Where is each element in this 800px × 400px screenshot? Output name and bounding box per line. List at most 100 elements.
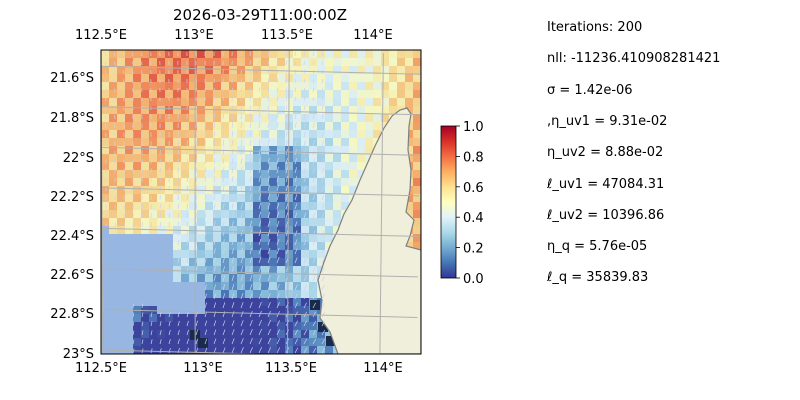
vector-arrow <box>168 312 171 318</box>
heatmap-cell <box>205 322 213 330</box>
heatmap-cell <box>357 130 365 138</box>
heatmap-cell <box>269 90 277 98</box>
heatmap-cell <box>333 162 341 170</box>
heatmap-cell <box>221 258 229 266</box>
heatmap-cell <box>309 338 317 346</box>
vector-arrow <box>231 130 234 138</box>
heatmap-cell <box>101 170 109 178</box>
heatmap-cell <box>157 314 165 322</box>
heatmap-cell <box>413 194 421 202</box>
vector-arrow <box>204 293 207 300</box>
heatmap-cell <box>197 58 205 66</box>
vector-arrow <box>294 221 298 228</box>
vector-arrow <box>177 176 179 183</box>
x-tick-label-top: 114°E <box>353 28 393 43</box>
heatmap-cell <box>261 186 269 194</box>
colorbar-tick-label: 0.8 <box>463 150 484 165</box>
heatmap-cell <box>141 122 149 130</box>
heatmap-cell <box>213 82 221 90</box>
parameter-line: ℓ_uv2 = 10396.86 <box>547 207 665 223</box>
heatmap-cell <box>205 274 213 282</box>
heatmap-cell <box>109 58 117 66</box>
vector-arrow <box>186 158 188 165</box>
heatmap-cell <box>317 74 325 82</box>
heatmap-cell <box>173 122 181 130</box>
vector-arrow <box>285 158 288 165</box>
heatmap-cell <box>341 122 349 130</box>
vector-arrow <box>267 60 269 66</box>
heatmap-cell <box>317 90 325 98</box>
heatmap-cell <box>245 330 253 338</box>
heatmap-cell <box>109 98 117 106</box>
heatmap-cell <box>389 82 397 90</box>
heatmap-cell <box>277 162 285 170</box>
heatmap-cell <box>213 346 221 354</box>
heatmap-cell <box>309 282 317 290</box>
heatmap-cell <box>389 90 397 98</box>
vector-arrow <box>204 239 207 246</box>
vector-arrow <box>321 230 325 237</box>
heatmap-cell <box>149 306 157 314</box>
heatmap-cell <box>141 210 149 218</box>
heatmap-cell <box>277 170 285 178</box>
vector-arrow <box>312 320 316 327</box>
heatmap-cell <box>245 250 253 258</box>
heatmap-cell <box>141 146 149 154</box>
vector-arrow <box>276 248 280 255</box>
vector-arrow <box>294 131 297 138</box>
vector-arrow <box>177 203 180 210</box>
heatmap-cell <box>229 58 237 66</box>
heatmap-cell <box>341 194 349 202</box>
vector-arrow <box>222 221 225 228</box>
heatmap-cell <box>157 82 165 90</box>
heatmap-cell <box>125 170 133 178</box>
vector-arrow <box>249 112 252 120</box>
heatmap-cell <box>165 82 173 90</box>
heatmap-cell <box>277 66 285 74</box>
heatmap-cell <box>341 74 349 82</box>
heatmap-cell <box>245 218 253 226</box>
heatmap-cell <box>149 202 157 210</box>
vector-arrow <box>213 212 216 219</box>
heatmap-cell <box>325 82 333 90</box>
heatmap-cell <box>365 82 373 90</box>
vector-arrow <box>321 284 325 291</box>
heatmap-cell <box>325 346 333 354</box>
heatmap-cell <box>413 202 421 210</box>
heatmap-cell <box>365 114 373 122</box>
vector-arrow <box>249 265 253 273</box>
vector-arrow <box>240 247 244 255</box>
heatmap-cell <box>381 106 389 114</box>
heatmap-cell <box>205 114 213 122</box>
heatmap-cell <box>333 210 341 218</box>
heatmap-cell <box>261 146 269 154</box>
heatmap-cell <box>181 66 189 74</box>
heatmap-cell <box>389 106 397 114</box>
heatmap-cell <box>293 162 301 170</box>
heatmap-cell <box>269 306 277 314</box>
vector-arrow <box>240 320 244 327</box>
vector-arrow <box>312 185 316 192</box>
vector-arrow <box>186 320 189 327</box>
heatmap-cell <box>293 234 301 242</box>
heatmap-cell <box>269 338 277 346</box>
heatmap-cell <box>149 82 157 90</box>
vector-arrow <box>177 212 180 219</box>
heatmap-cell <box>293 314 301 322</box>
heatmap-cell <box>229 130 237 138</box>
heatmap-cell <box>229 314 237 322</box>
vector-arrow <box>285 176 289 183</box>
heatmap-cell <box>125 162 133 170</box>
heatmap-cell <box>341 114 349 122</box>
heatmap-cell <box>141 202 149 210</box>
heatmap-cell <box>109 202 117 210</box>
heatmap-cell <box>309 90 317 98</box>
heatmap-cell <box>293 250 301 258</box>
vector-arrow <box>186 239 189 246</box>
heatmap-cell <box>285 322 293 330</box>
heatmap-cell <box>173 234 181 242</box>
heatmap-cell <box>373 122 381 130</box>
heatmap-cell <box>317 82 325 90</box>
heatmap-cell <box>117 98 125 106</box>
vector-arrow <box>312 293 316 300</box>
